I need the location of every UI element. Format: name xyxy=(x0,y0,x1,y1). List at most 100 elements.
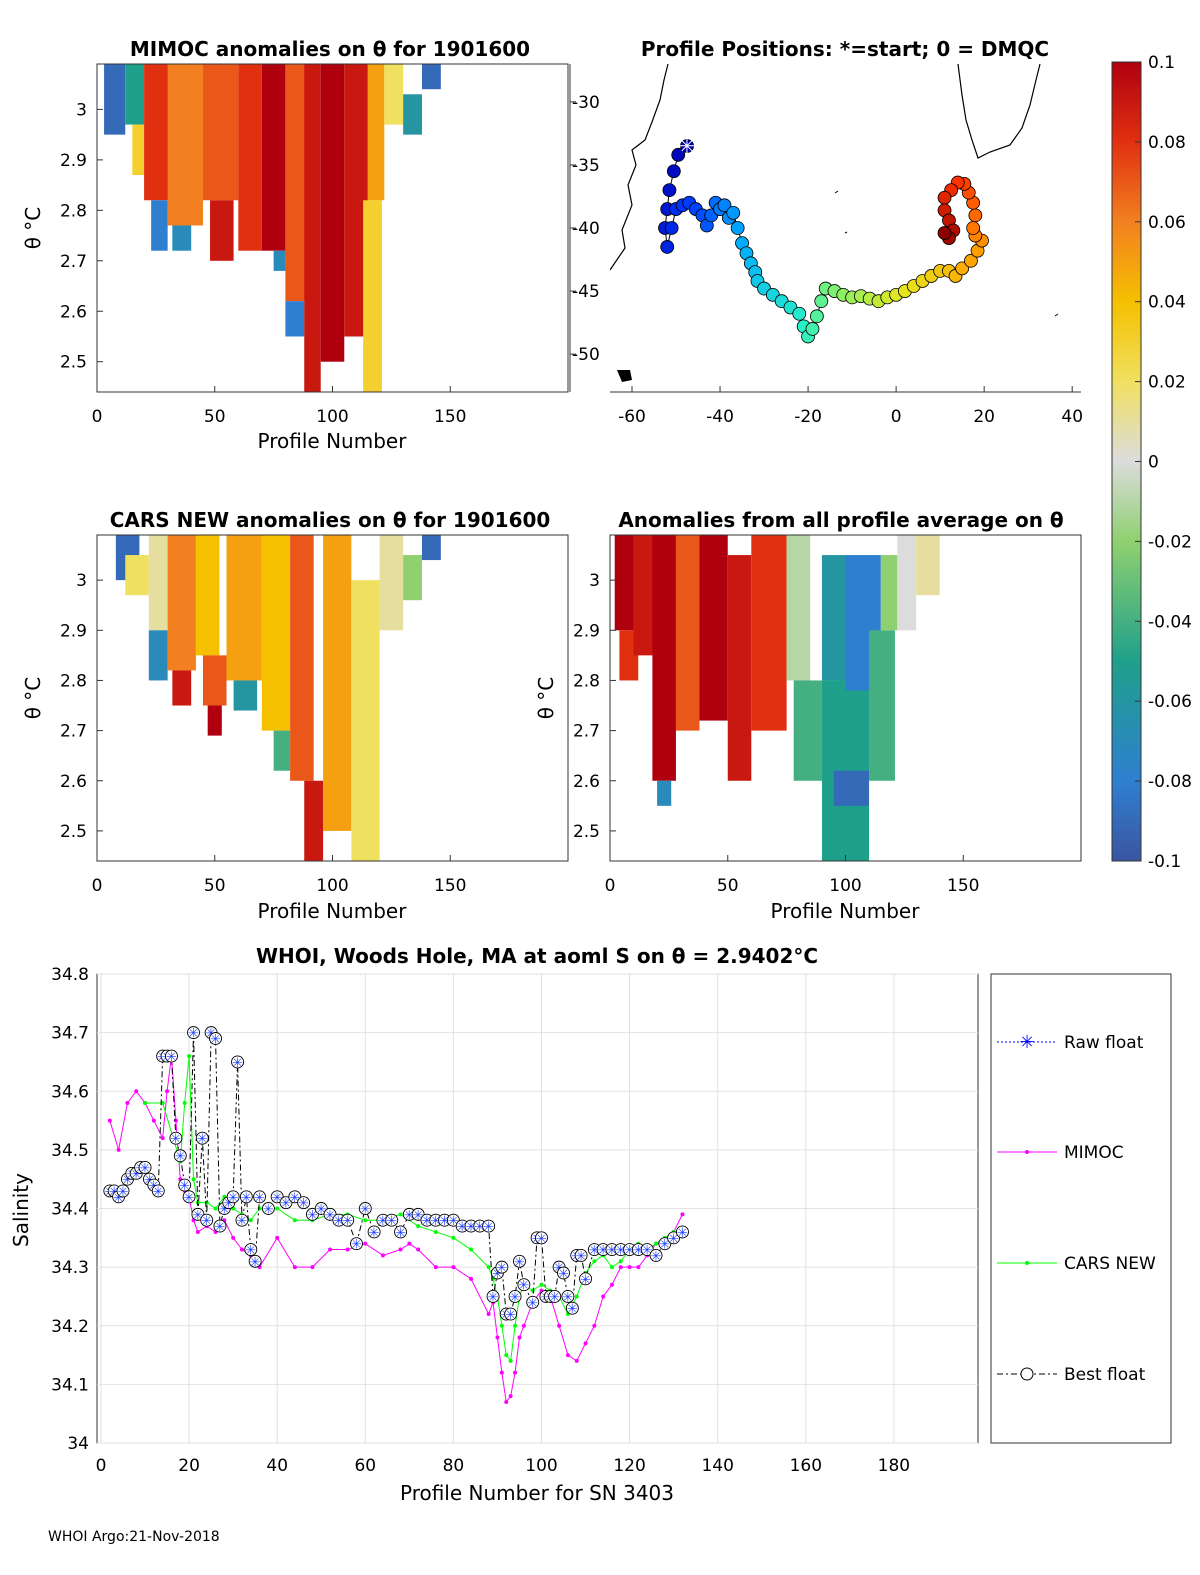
x-tick-label: 100 xyxy=(316,407,348,427)
y-tick-label: 2.5 xyxy=(60,353,87,373)
colorbar-tick-label: 0.04 xyxy=(1148,293,1186,313)
raw-float-marker: ✳ xyxy=(607,1244,618,1259)
heatmap-cell xyxy=(261,535,291,731)
y-tick-label: 2.6 xyxy=(60,772,87,792)
raw-float-marker: ✳ xyxy=(483,1220,494,1235)
track-point xyxy=(666,164,681,179)
y-tick-label: 2.9 xyxy=(60,621,87,641)
heatmap-cell xyxy=(273,730,291,771)
data-point xyxy=(508,1289,522,1303)
heatmap-cell xyxy=(652,535,676,781)
data-point xyxy=(609,1265,614,1270)
data-point xyxy=(248,1218,253,1223)
track-point xyxy=(726,205,741,220)
heatmap-cell xyxy=(233,680,258,711)
heatmap-cell xyxy=(403,94,422,135)
data-point xyxy=(513,1323,518,1328)
x-tick-label: 100 xyxy=(829,876,861,896)
panel-positions: Profile Positions: *=start; 0 = DMQC ✳ -… xyxy=(569,37,1083,427)
data-point xyxy=(495,1260,509,1274)
legend-box xyxy=(990,973,1172,1444)
raw-float-marker: ✳ xyxy=(316,1203,327,1218)
x-tick-label: 50 xyxy=(204,876,226,896)
dot-icon xyxy=(1025,1261,1029,1265)
x-tick-label: 180 xyxy=(878,1456,910,1476)
data-point xyxy=(187,1054,192,1059)
heatmap-cell xyxy=(833,770,870,806)
track-point xyxy=(937,226,952,240)
track-point xyxy=(717,198,732,213)
colorbar-tick-label: 0.06 xyxy=(1148,213,1186,233)
heatmap-cell xyxy=(125,555,149,596)
x-tick-label: -60 xyxy=(618,407,646,427)
data-point xyxy=(557,1323,562,1328)
x-tick-label: -40 xyxy=(706,407,734,427)
raw-float-marker: ✳ xyxy=(422,1214,433,1229)
y-tick-label: 34.5 xyxy=(51,1141,89,1161)
y-tick-label: 34.6 xyxy=(51,1082,89,1102)
heatmap-cell xyxy=(125,64,145,125)
data-point xyxy=(517,1278,531,1292)
panel-title: CARS NEW anomalies on θ for 1901600 xyxy=(110,508,551,532)
data-point xyxy=(658,1237,672,1251)
x-tick-label: 0 xyxy=(92,876,103,896)
y-axis-label: θ °C xyxy=(21,677,45,720)
panel-title: Anomalies from all profile average on θ xyxy=(618,508,1063,532)
raw-float-marker: ✳ xyxy=(153,1185,164,1200)
x-tick-label: 40 xyxy=(266,1456,288,1476)
raw-float-marker: ✳ xyxy=(254,1191,265,1206)
legend-item-best-float: Best float xyxy=(997,1365,1146,1385)
data-point xyxy=(592,1323,597,1328)
raw-float-marker: ✳ xyxy=(580,1273,591,1288)
data-point xyxy=(530,1288,535,1293)
data-point xyxy=(200,1213,214,1227)
data-point xyxy=(323,1207,337,1221)
legend-item-cars-new: CARS NEW xyxy=(997,1254,1156,1274)
axis-ticks: -60 -40 -20 0 20 40 -30 -35 -40 -45 -50 xyxy=(570,93,1083,427)
y-tick-label: 2.8 xyxy=(60,201,87,221)
data-point xyxy=(165,1089,170,1094)
heatmap-cell xyxy=(384,64,404,125)
raw-float-marker: ✳ xyxy=(668,1232,679,1247)
heatmap-cell xyxy=(379,535,404,631)
data-point xyxy=(574,1358,579,1363)
data-point xyxy=(601,1294,606,1299)
heatmap-cell xyxy=(363,200,382,392)
data-point xyxy=(508,1358,513,1363)
x-tick-label: 100 xyxy=(316,876,348,896)
track-points: ✳ xyxy=(658,134,989,344)
data-point xyxy=(513,1370,518,1375)
heatmap-cell xyxy=(172,225,192,251)
data-point xyxy=(433,1229,438,1234)
heatmap-cell xyxy=(633,535,658,656)
y-tick-label: -50 xyxy=(572,345,600,365)
heatmap-cell xyxy=(304,780,324,861)
raw-float-marker: ✳ xyxy=(567,1302,578,1317)
raw-float-marker: ✳ xyxy=(170,1132,181,1147)
heatmap-cell xyxy=(351,580,380,861)
data-point xyxy=(565,1301,579,1315)
data-point xyxy=(636,1265,641,1270)
raw-float-marker: ✳ xyxy=(307,1208,318,1223)
raw-float-marker: ✳ xyxy=(439,1214,450,1229)
heatmap-cell xyxy=(167,535,196,671)
track-point xyxy=(680,139,694,153)
heatmap-cell xyxy=(367,64,385,201)
data-point xyxy=(535,1231,548,1245)
data-point xyxy=(499,1323,504,1328)
raw-float-marker: ✳ xyxy=(250,1255,261,1270)
data-point xyxy=(504,1353,509,1358)
y-tick-label: 2.7 xyxy=(60,252,87,272)
track-point xyxy=(805,322,820,336)
data-point xyxy=(310,1265,315,1270)
data-point xyxy=(486,1312,491,1317)
heatmap-cell xyxy=(897,535,917,631)
colorbar-tick-label: -0.08 xyxy=(1148,772,1192,792)
raw-float-marker: ✳ xyxy=(677,1226,688,1241)
raw-float-marker: ✳ xyxy=(466,1220,477,1235)
heatmap-cell xyxy=(751,535,787,731)
raw-float-marker: ✳ xyxy=(245,1244,256,1259)
legend-item-raw-float: ✳ Raw float xyxy=(997,1032,1144,1053)
colorbar-tick-label: -0.02 xyxy=(1148,532,1192,552)
track-point xyxy=(660,240,675,254)
